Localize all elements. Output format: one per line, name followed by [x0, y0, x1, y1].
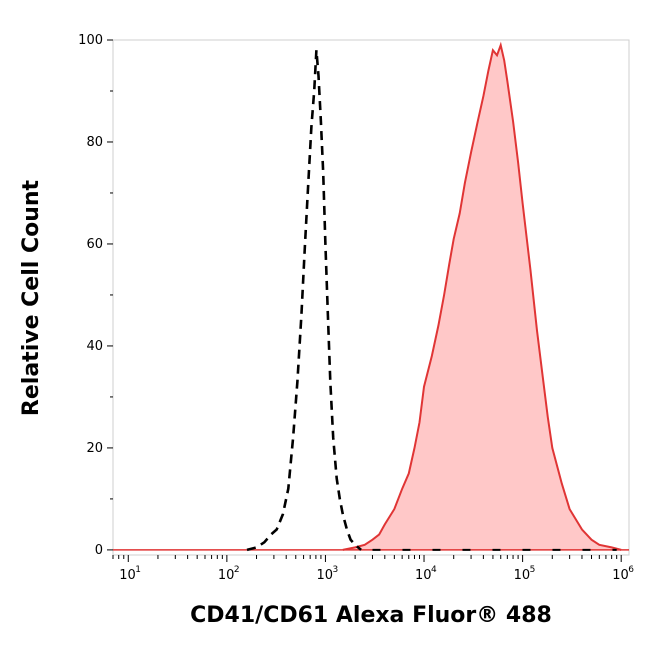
- x-tick-label: 10: [119, 568, 136, 583]
- y-tick-label: 20: [86, 441, 103, 456]
- x-tick-label: 10: [316, 568, 333, 583]
- x-tick-label: 10: [612, 568, 629, 583]
- x-tick-label: 10: [218, 568, 235, 583]
- x-axis-title: CD41/CD61 Alexa Fluor® 488: [190, 603, 552, 628]
- x-tick-label: 10: [514, 568, 531, 583]
- control-histogram-line: [246, 50, 362, 552]
- x-tick-exponent: 6: [628, 565, 634, 575]
- y-tick-label: 100: [78, 33, 103, 48]
- y-tick-label: 60: [86, 237, 103, 252]
- y-tick-label: 40: [86, 339, 103, 354]
- x-tick-exponent: 1: [135, 565, 141, 575]
- stained-histogram-line: [342, 41, 622, 551]
- x-tick-exponent: 4: [431, 565, 437, 575]
- x-tick-exponent: 3: [332, 565, 338, 575]
- stained-histogram-fill: [342, 45, 622, 550]
- y-tick-label: 0: [95, 543, 103, 558]
- x-tick-exponent: 2: [234, 565, 240, 575]
- series-layer: [113, 41, 629, 552]
- x-tick-label: 10: [415, 568, 432, 583]
- y-axis-title: Relative Cell Count: [19, 179, 44, 416]
- y-tick-label: 80: [86, 135, 103, 150]
- x-tick-exponent: 5: [530, 565, 536, 575]
